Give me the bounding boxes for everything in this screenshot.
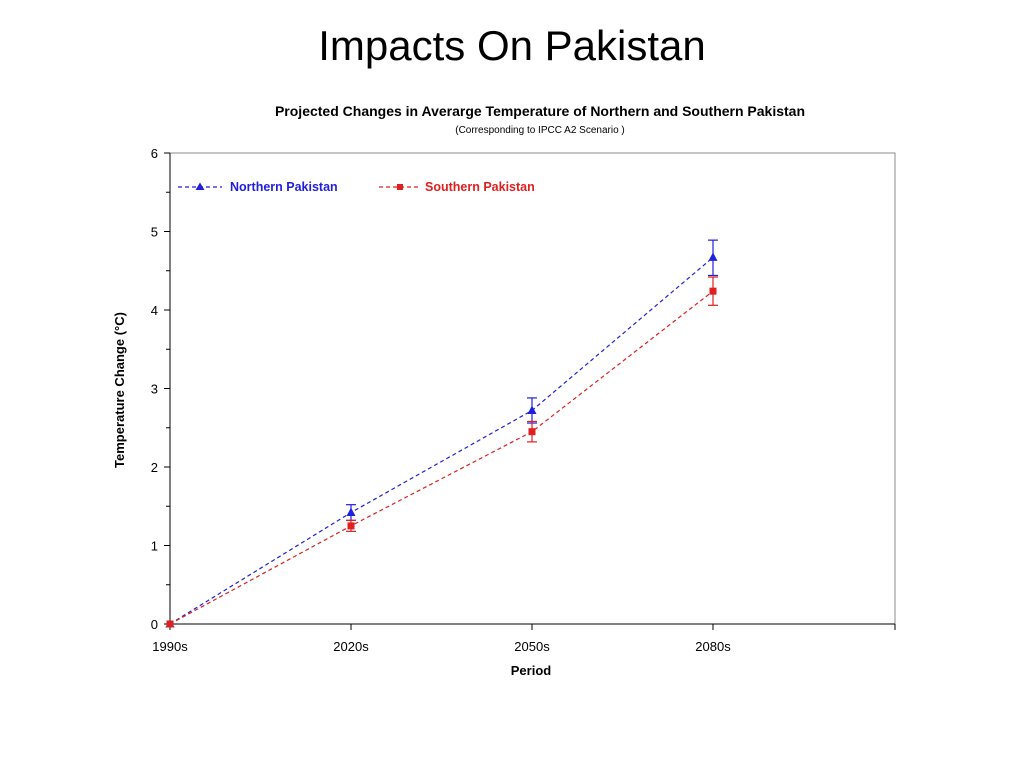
series-northern (165, 239, 718, 628)
legend-south-label: Southern Pakistan (425, 180, 535, 194)
plot-area (169, 152, 896, 625)
chart-title: Projected Changes in Averarge Temperatur… (275, 103, 805, 119)
data-point (708, 252, 718, 261)
legend-north-marker (195, 182, 205, 190)
x-axis-ticks: 1990s 2020s 2050s 2080s (152, 624, 896, 654)
y-tick-label: 4 (151, 303, 158, 318)
data-point (709, 287, 717, 295)
y-tick-label: 0 (151, 617, 158, 632)
x-tick-label: 2050s (514, 639, 550, 654)
data-point (528, 428, 536, 436)
data-point (347, 522, 355, 530)
series-line (169, 290, 714, 625)
x-tick-label: 2020s (333, 639, 369, 654)
data-point (346, 507, 356, 517)
y-axis-label: Temperature Change (°C) (112, 312, 127, 468)
y-tick-label: 1 (151, 539, 158, 554)
slide-title: Impacts On Pakistan (318, 22, 706, 69)
series-line (169, 256, 714, 625)
legend-south-marker (397, 184, 403, 190)
y-axis-ticks: 0 1 2 3 4 5 6 (151, 146, 170, 632)
x-tick-label: 2080s (695, 639, 731, 654)
series-layer (165, 239, 718, 628)
x-tick-label: 1990s (152, 639, 188, 654)
legend: Northern Pakistan Southern Pakistan (178, 180, 535, 194)
y-tick-label: 3 (151, 382, 158, 397)
data-point (527, 405, 537, 414)
y-tick-label: 2 (151, 460, 158, 475)
chart-subtitle: (Corresponding to IPCC A2 Scenario ) (455, 125, 625, 136)
x-axis-label: Period (511, 663, 552, 678)
series-southern (166, 276, 718, 628)
y-tick-label: 6 (151, 146, 158, 161)
data-point (166, 620, 174, 628)
legend-north-label: Northern Pakistan (230, 180, 338, 194)
y-tick-label: 5 (151, 225, 158, 240)
